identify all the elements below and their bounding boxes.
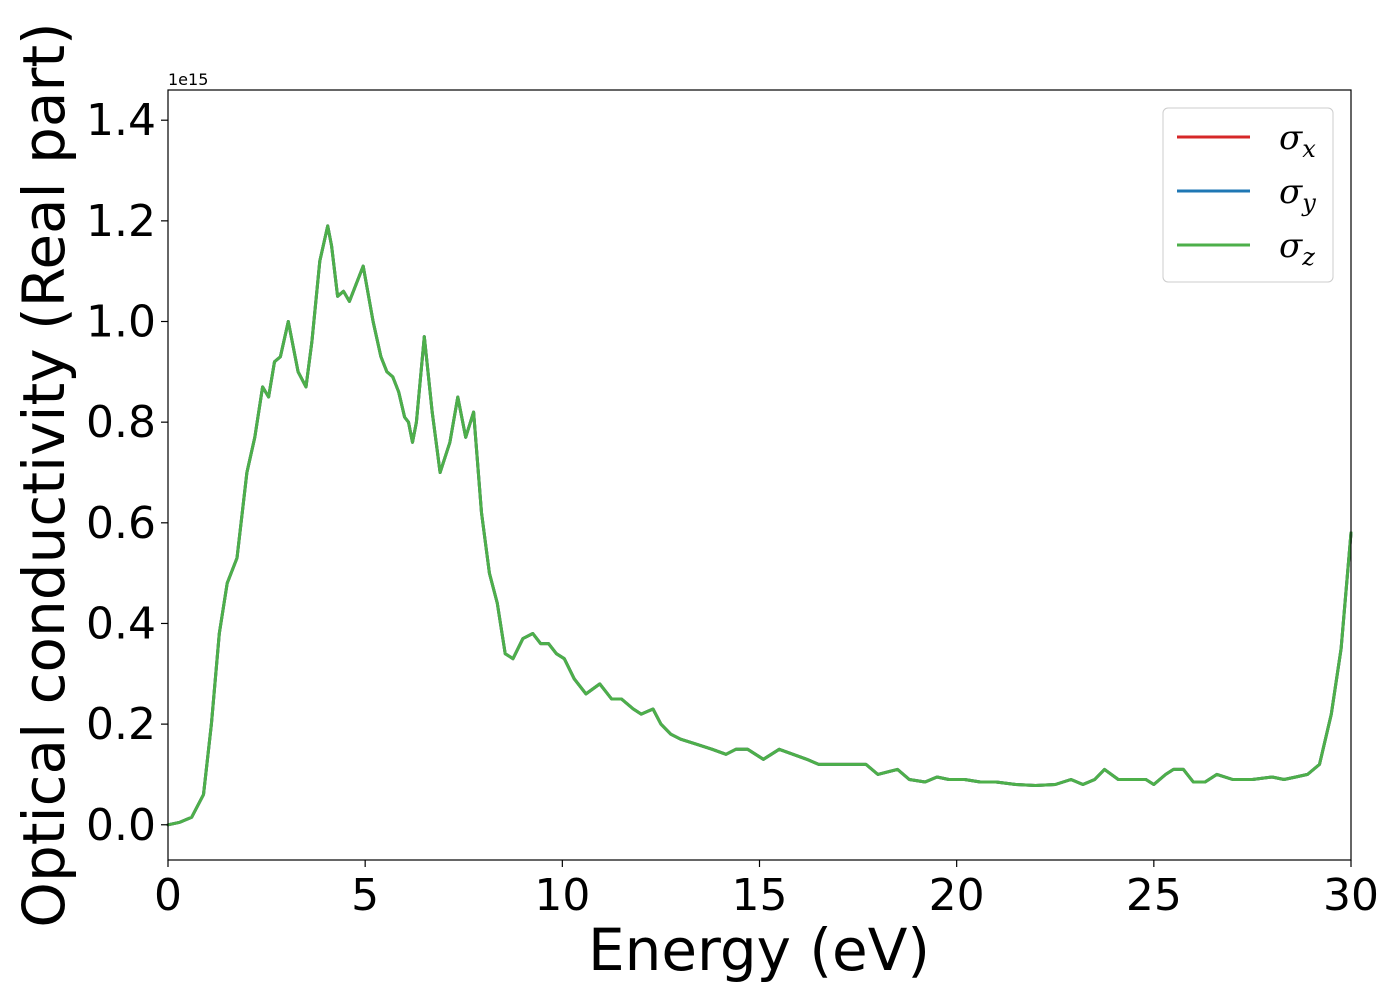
- x-tick-label: 30: [1323, 870, 1379, 921]
- y-offset-label: 1e15: [168, 70, 208, 89]
- x-tick-label: 0: [154, 870, 182, 921]
- y-tick-label: 0.4: [86, 598, 156, 649]
- x-tick-label: 15: [732, 870, 788, 921]
- y-tick-label: 1.2: [86, 196, 156, 247]
- y-tick-label: 0.8: [86, 397, 156, 448]
- legend-box: [1162, 107, 1334, 283]
- series-layer: [166, 224, 1353, 827]
- x-tick-label: 20: [929, 870, 985, 921]
- x-axis: 0 5 10 15 20 25 30: [154, 860, 1379, 921]
- y-tick-label: 1.4: [86, 95, 156, 146]
- x-tick-label: 10: [534, 870, 590, 921]
- x-tick-label: 25: [1126, 870, 1182, 921]
- x-tick-label: 5: [351, 870, 379, 921]
- y-tick-label: 0.6: [86, 498, 156, 549]
- y-tick-label: 1.0: [86, 297, 156, 348]
- y-axis: 0.0 0.2 0.4 0.6 0.8 1.0 1.2 1.4: [86, 95, 168, 851]
- y-tick-label: 0.2: [86, 699, 156, 750]
- y-tick-label: 0.0: [86, 800, 156, 851]
- y-axis-title: Optical conductivity (Real part): [10, 22, 78, 927]
- x-axis-title: Energy (eV): [588, 916, 930, 984]
- series-line-sigma-z: [166, 224, 1353, 827]
